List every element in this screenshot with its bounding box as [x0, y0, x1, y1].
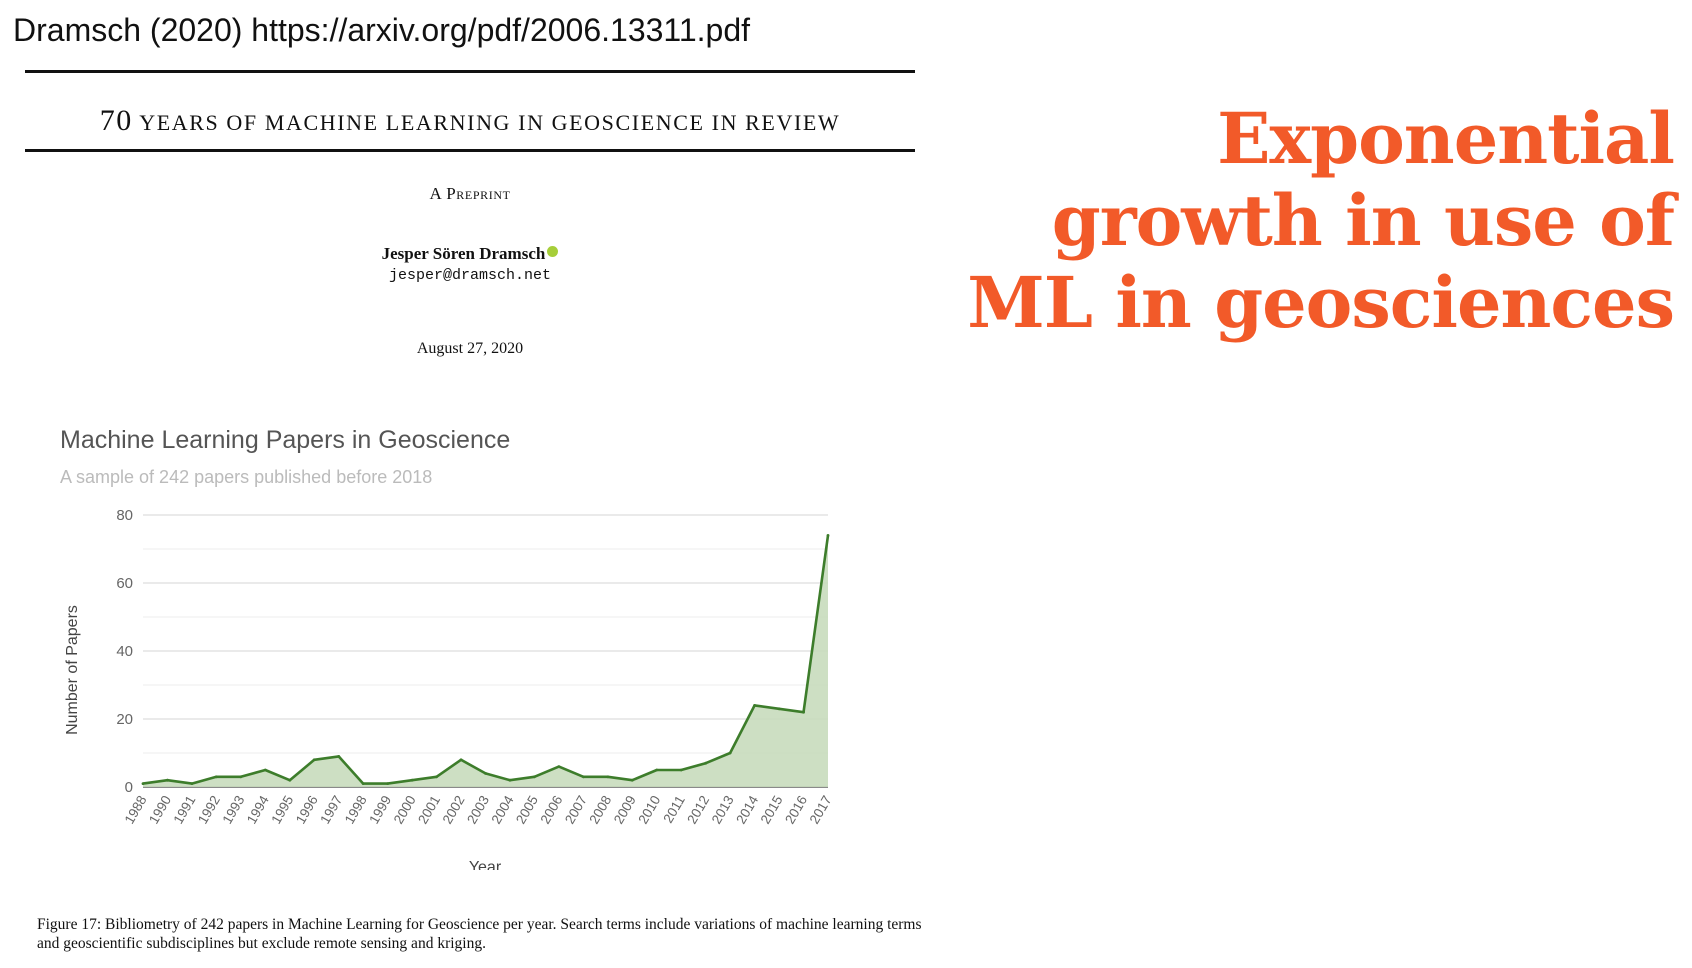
- x-axis-label: Year: [469, 859, 502, 870]
- data-point: [288, 778, 292, 782]
- x-tick-label: 2011: [660, 793, 688, 826]
- papers-chart: Machine Learning Papers in Geoscience A …: [60, 426, 835, 870]
- grid-layer: [143, 514, 828, 788]
- y-tick-label: 80: [116, 507, 133, 524]
- y-tick-label: 20: [116, 711, 133, 728]
- paper-date: August 27, 2020: [416, 340, 524, 357]
- data-point: [753, 704, 757, 707]
- area-fill: [143, 535, 828, 787]
- x-tick-label: 2007: [562, 793, 590, 827]
- x-tick-label: 2016: [782, 793, 810, 827]
- x-tick-label: 1999: [366, 793, 394, 827]
- series-line: [142, 535, 830, 785]
- y-tick-label: 60: [116, 575, 133, 592]
- data-point: [337, 755, 341, 758]
- data-point: [630, 778, 634, 782]
- data-point: [435, 775, 438, 779]
- x-tick-label: 2006: [537, 793, 565, 827]
- data-point: [508, 778, 512, 782]
- data-point: [166, 778, 169, 782]
- x-tick-label: 1993: [219, 793, 247, 827]
- x-tick-label: 2005: [513, 793, 541, 827]
- x-tick-label: 1988: [122, 793, 150, 827]
- x-tick-label: 1997: [317, 793, 345, 827]
- data-point: [484, 772, 487, 775]
- x-tick-label: 1992: [195, 793, 223, 827]
- data-point: [655, 768, 659, 772]
- orcid-icon: [547, 246, 559, 257]
- paper-title-number: 70: [99, 104, 133, 137]
- y-tick-labels: 0 20 40 60 80: [116, 507, 133, 796]
- data-point: [704, 761, 708, 765]
- x-tick-label: 2008: [586, 793, 614, 827]
- author-email: jesper@dramsch.net: [388, 267, 552, 284]
- author-name: Jesper Sören Dramsch: [381, 244, 546, 263]
- x-tick-label: 2013: [709, 793, 737, 827]
- data-point: [386, 782, 390, 785]
- x-tick-label: 2017: [807, 793, 835, 827]
- y-tick-label: 40: [116, 643, 133, 660]
- data-point: [777, 707, 781, 711]
- data-point: [557, 765, 561, 768]
- headline: Exponential growth in use of ML in geosc…: [967, 97, 1675, 344]
- x-tick-label: 1995: [268, 793, 296, 827]
- x-tick-label: 1996: [293, 793, 321, 827]
- data-point: [312, 758, 316, 762]
- x-tick-label: 1990: [146, 793, 174, 827]
- paper-title-text: YEARS OF MACHINE LEARNING IN GEOSCIENCE …: [139, 110, 841, 135]
- x-tick-label: 1991: [171, 793, 199, 827]
- data-point: [802, 710, 805, 714]
- data-point: [459, 758, 463, 762]
- y-axis-label: Number of Papers: [64, 605, 81, 735]
- x-tick-label: 2015: [758, 793, 786, 827]
- data-point: [581, 775, 585, 779]
- data-point: [141, 782, 145, 785]
- data-point: [679, 768, 683, 772]
- citation: Dramsch (2020) https://arxiv.org/pdf/200…: [13, 12, 750, 48]
- paper-page: 70 YEARS OF MACHINE LEARNING IN GEOSCIEN…: [25, 70, 922, 960]
- y-tick-label: 0: [125, 779, 133, 796]
- data-point: [239, 775, 243, 779]
- x-tick-label: 1998: [342, 793, 370, 827]
- area-layer: [141, 534, 830, 787]
- x-tick-label: 2000: [391, 793, 419, 827]
- data-point: [606, 775, 610, 779]
- paper-title: 70 YEARS OF MACHINE LEARNING IN GEOSCIEN…: [25, 104, 915, 138]
- preprint-label: A Preprint: [429, 184, 511, 203]
- x-tick-label: 2009: [611, 793, 639, 827]
- x-tick-label: 2002: [440, 793, 468, 827]
- data-point: [361, 782, 365, 785]
- x-tick-label: 1994: [244, 793, 272, 827]
- x-tick-label: 2012: [684, 793, 712, 827]
- chart-title: Machine Learning Papers in Geoscience: [60, 426, 510, 454]
- top-rule: [25, 70, 915, 73]
- data-point: [410, 778, 414, 782]
- bottom-rule: [25, 149, 915, 152]
- data-point: [190, 782, 194, 785]
- x-tick-label: 2014: [733, 793, 761, 827]
- x-tick-label: 2003: [464, 793, 492, 827]
- x-tick-label: 2001: [415, 793, 443, 827]
- data-point: [728, 751, 732, 755]
- author-line: Jesper Sören Dramsch: [25, 244, 915, 264]
- x-tick-label: 2004: [489, 793, 517, 827]
- x-tick-label: 2010: [635, 793, 663, 827]
- data-point: [533, 775, 536, 779]
- data-point: [214, 775, 218, 779]
- chart-subtitle: A sample of 242 papers published before …: [60, 467, 432, 487]
- data-point: [826, 534, 830, 537]
- x-tick-labels: 1988199019911992199319941995199619971998…: [122, 793, 835, 827]
- figure-caption: Figure 17: Bibliometry of 242 papers in …: [37, 916, 922, 952]
- data-point: [263, 768, 267, 772]
